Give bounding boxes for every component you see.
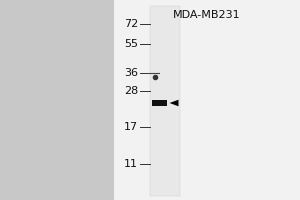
- Bar: [150, 6, 180, 196]
- Text: 72: 72: [124, 19, 138, 29]
- Bar: [114, 0, 300, 200]
- Polygon shape: [169, 100, 178, 106]
- Text: 28: 28: [124, 86, 138, 96]
- Bar: [152, 100, 166, 106]
- Text: 36: 36: [124, 68, 138, 78]
- Text: 17: 17: [124, 122, 138, 132]
- Text: MDA-MB231: MDA-MB231: [173, 10, 241, 20]
- Text: 11: 11: [124, 159, 138, 169]
- Text: 55: 55: [124, 39, 138, 49]
